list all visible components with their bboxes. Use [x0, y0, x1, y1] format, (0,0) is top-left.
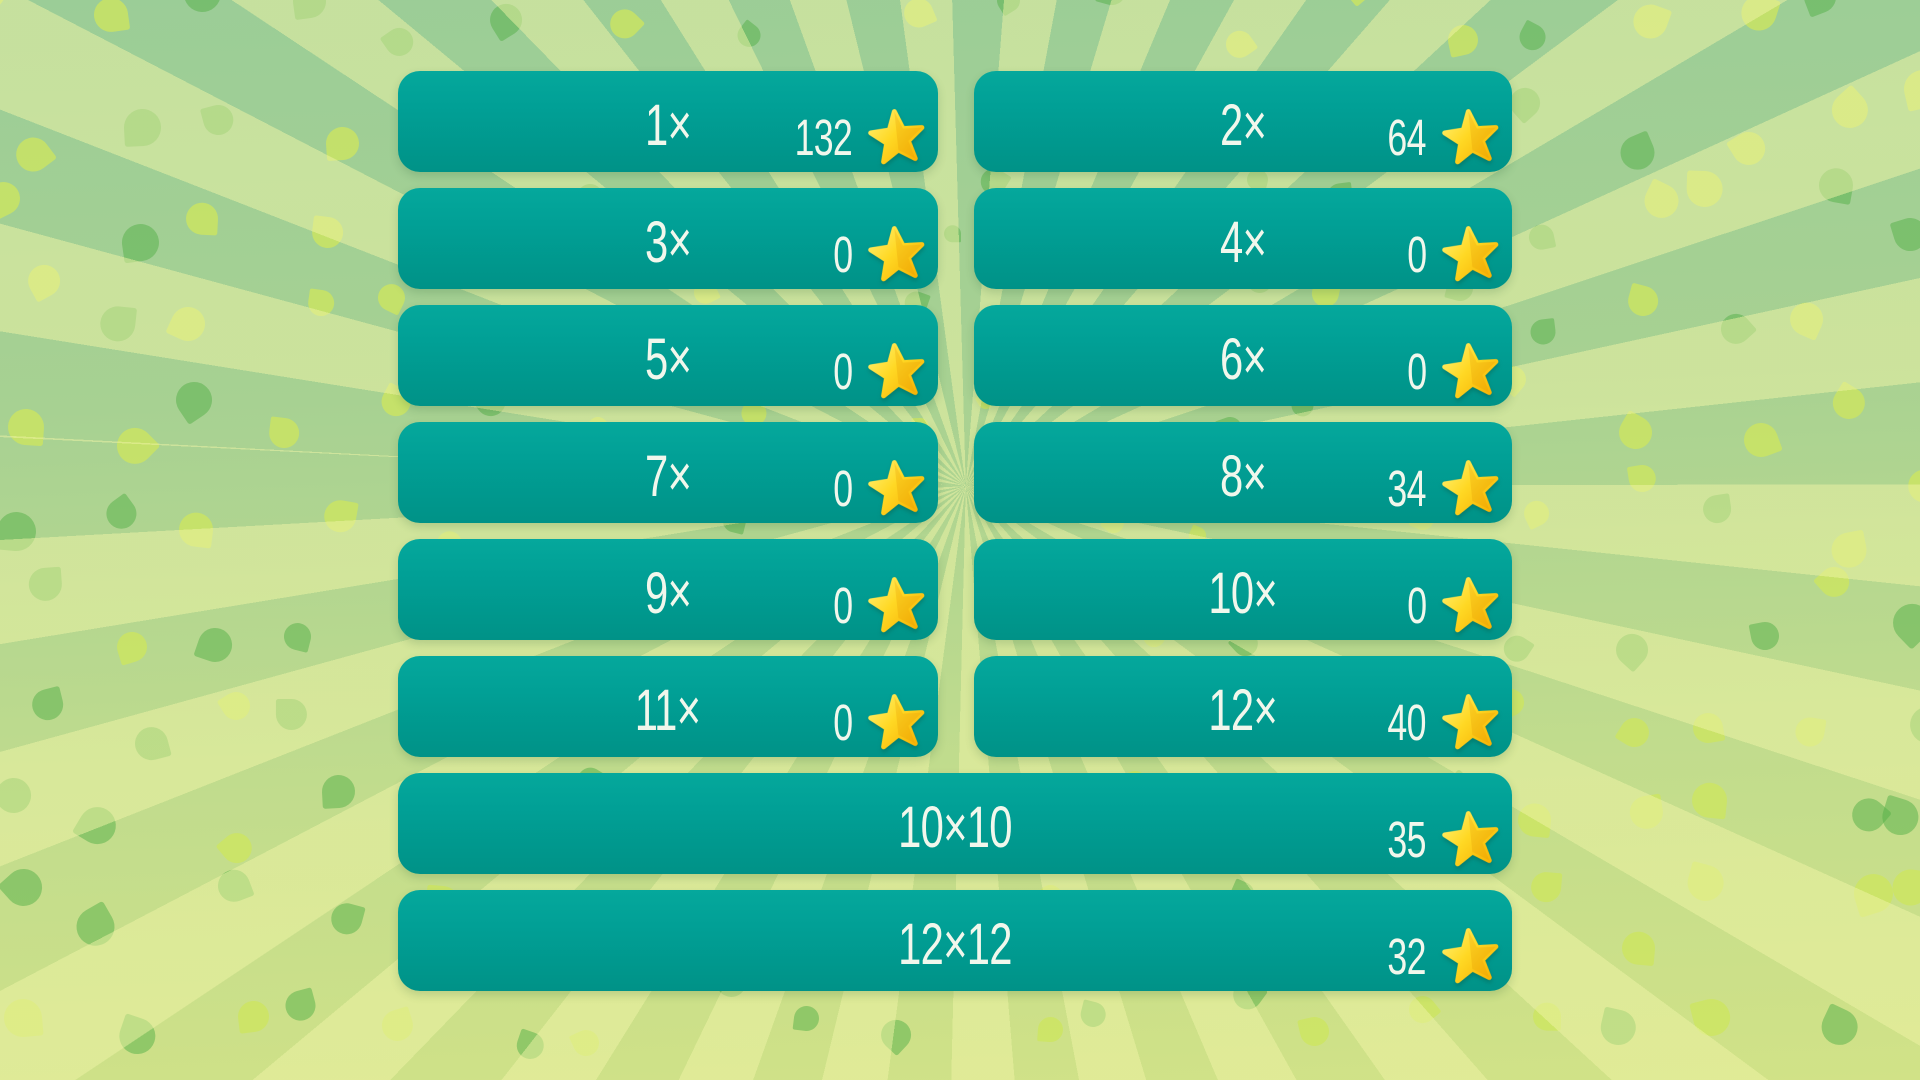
table-button-2x[interactable]: 2× 64	[974, 71, 1512, 172]
star-icon	[1442, 577, 1499, 633]
star-icon	[868, 226, 925, 282]
star-count-group: 32	[1371, 923, 1503, 989]
table-label: 12×12	[898, 912, 1012, 977]
table-button-8x[interactable]: 8× 34	[974, 422, 1512, 523]
table-button-11x[interactable]: 11× 0	[398, 656, 938, 757]
table-label: 4×	[1219, 210, 1267, 275]
table-label: 11×	[635, 678, 701, 743]
star-count: 132	[794, 108, 853, 166]
star-count: 0	[832, 225, 853, 283]
star-count-group: 0	[1399, 338, 1503, 404]
star-icon	[1442, 343, 1499, 399]
star-count-group: 132	[770, 104, 929, 170]
star-count: 0	[1406, 342, 1427, 400]
star-count-group: 0	[825, 455, 929, 521]
star-icon	[1442, 811, 1499, 867]
star-count: 40	[1387, 693, 1427, 751]
table-button-7x[interactable]: 7× 0	[398, 422, 938, 523]
table-button-6x[interactable]: 6× 0	[974, 305, 1512, 406]
star-count: 64	[1387, 108, 1427, 166]
star-icon	[1442, 460, 1499, 516]
star-icon	[868, 343, 925, 399]
star-count-group: 0	[825, 689, 929, 755]
star-icon	[868, 460, 925, 516]
tables-menu-grid: 1× 132 2× 64	[398, 71, 1512, 991]
star-count: 0	[832, 459, 853, 517]
star-count-group: 0	[825, 572, 929, 638]
star-icon	[1442, 109, 1499, 165]
table-label: 3×	[644, 210, 692, 275]
table-button-10x[interactable]: 10× 0	[974, 539, 1512, 640]
star-count-group: 0	[825, 221, 929, 287]
table-label: 6×	[1219, 327, 1267, 392]
star-icon	[868, 109, 925, 165]
table-label: 9×	[644, 561, 692, 626]
star-count-group: 64	[1371, 104, 1503, 170]
table-label: 8×	[1219, 444, 1267, 509]
star-count-group: 0	[1399, 572, 1503, 638]
challenge-button-12x12[interactable]: 12×12 32	[398, 890, 1512, 991]
table-label: 7×	[644, 444, 692, 509]
star-count: 0	[832, 693, 853, 751]
table-label: 10×10	[898, 795, 1012, 860]
star-count-group: 35	[1371, 806, 1503, 872]
table-label: 10×	[1208, 561, 1278, 626]
star-count-group: 0	[1399, 221, 1503, 287]
star-count: 0	[1406, 225, 1427, 283]
star-count: 35	[1387, 810, 1427, 868]
star-icon	[868, 694, 925, 750]
table-label: 5×	[644, 327, 692, 392]
table-button-3x[interactable]: 3× 0	[398, 188, 938, 289]
table-button-1x[interactable]: 1× 132	[398, 71, 938, 172]
table-button-12x[interactable]: 12× 40	[974, 656, 1512, 757]
star-icon	[1442, 694, 1499, 750]
star-count-group: 0	[825, 338, 929, 404]
star-count: 32	[1387, 927, 1427, 985]
table-button-9x[interactable]: 9× 0	[398, 539, 938, 640]
table-button-4x[interactable]: 4× 0	[974, 188, 1512, 289]
table-label: 2×	[1219, 93, 1267, 158]
star-count: 0	[832, 342, 853, 400]
challenge-button-10x10[interactable]: 10×10 35	[398, 773, 1512, 874]
table-label: 12×	[1208, 678, 1278, 743]
star-icon	[1442, 226, 1499, 282]
star-icon	[868, 577, 925, 633]
star-count-group: 40	[1371, 689, 1503, 755]
table-label: 1×	[644, 93, 692, 158]
star-count: 34	[1387, 459, 1427, 517]
star-count: 0	[1406, 576, 1427, 634]
star-count-group: 34	[1371, 455, 1503, 521]
star-icon	[1442, 928, 1499, 984]
table-button-5x[interactable]: 5× 0	[398, 305, 938, 406]
star-count: 0	[832, 576, 853, 634]
